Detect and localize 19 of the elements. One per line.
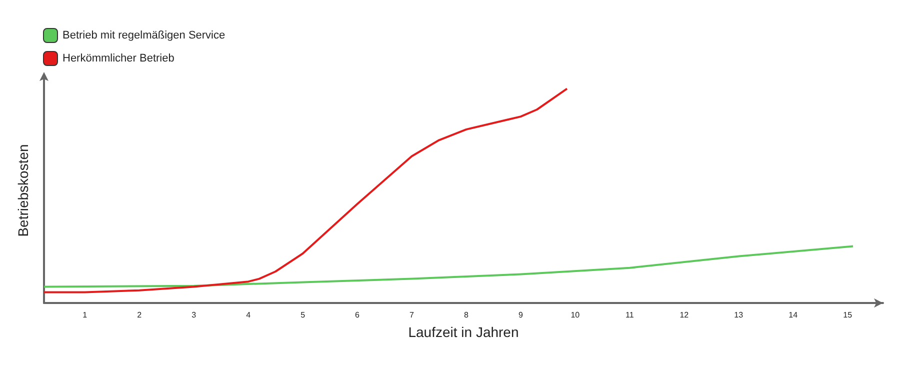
legend-label: Betrieb mit regelmäßigen Service bbox=[62, 30, 226, 42]
x-tick-label: 6 bbox=[355, 310, 360, 320]
x-tick-label: 3 bbox=[192, 310, 197, 320]
x-tick-label: 13 bbox=[734, 310, 744, 320]
y-axis-title: Betriebskosten bbox=[15, 144, 31, 237]
x-tick-label: 12 bbox=[680, 310, 690, 320]
legend-label: Herkömmlicher Betrieb bbox=[62, 52, 174, 64]
x-tick-label: 15 bbox=[843, 310, 853, 320]
x-tick-label: 5 bbox=[300, 310, 306, 320]
x-tick-label: 10 bbox=[570, 310, 580, 320]
x-tick-label: 4 bbox=[246, 310, 252, 320]
x-tick-label: 2 bbox=[137, 310, 142, 320]
x-tick-label: 11 bbox=[626, 310, 634, 320]
x-tick-label: 1 bbox=[82, 310, 88, 320]
x-tick-label: 8 bbox=[464, 310, 469, 320]
x-tick-label: 14 bbox=[788, 310, 798, 320]
x-tick-label: 9 bbox=[518, 310, 524, 320]
x-axis-title: Laufzeit in Jahren bbox=[408, 324, 519, 340]
x-tick-label: 7 bbox=[410, 310, 415, 320]
